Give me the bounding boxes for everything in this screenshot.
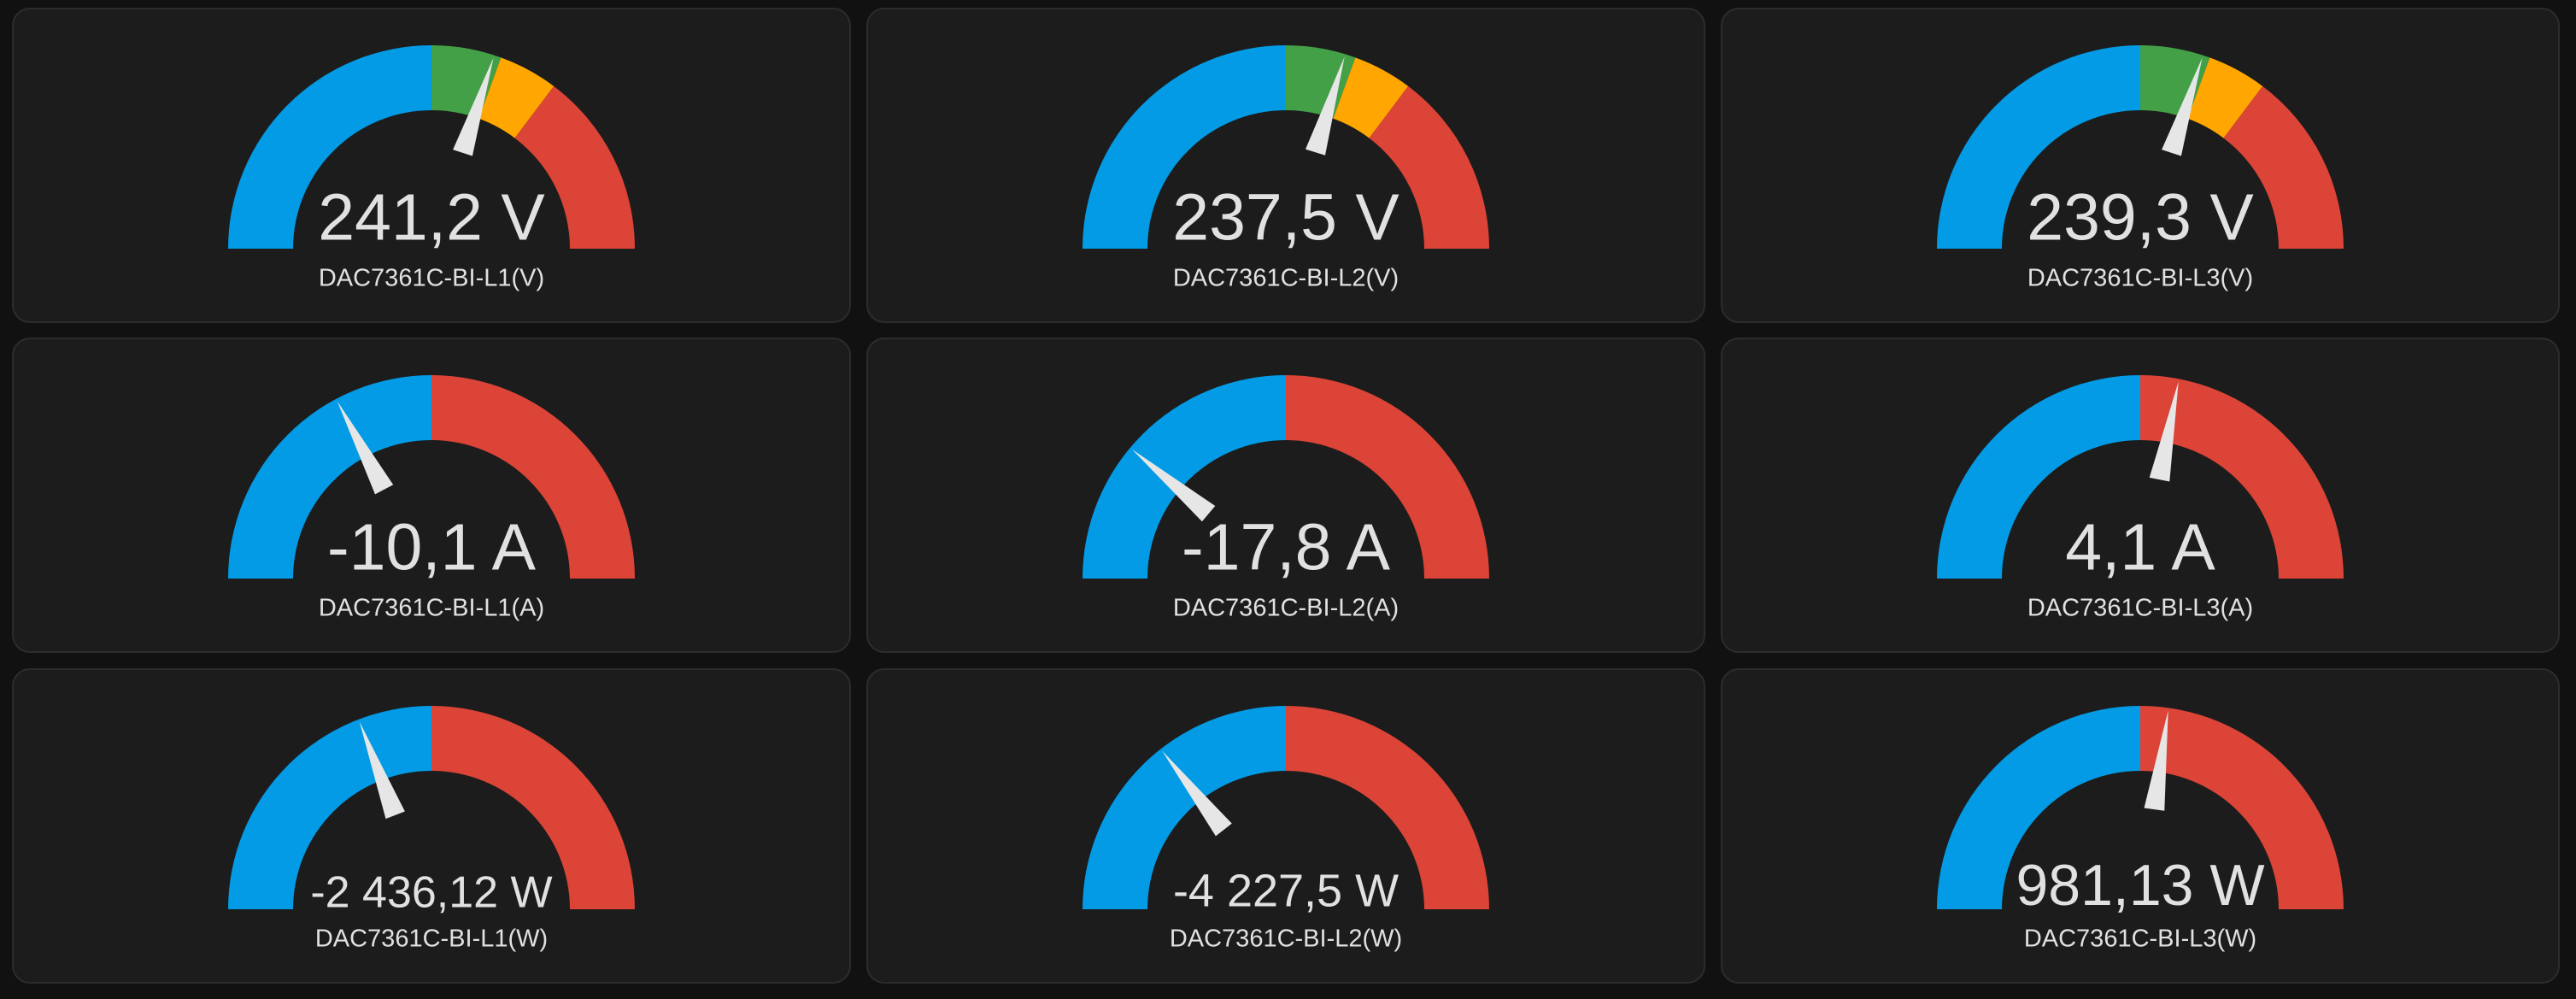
gauge-segment [2140, 706, 2344, 909]
gauge-name: DAC7361C-BI-L1(A) [319, 595, 544, 622]
gauge-value: 981,13 W [2016, 853, 2264, 918]
gauge-segment [431, 706, 635, 909]
gauge-needle [453, 57, 494, 156]
card-background [1721, 668, 2560, 984]
card-background [1721, 8, 2560, 323]
gauge-segment [228, 45, 431, 249]
card-background [866, 668, 1705, 984]
gauge-segment [1286, 706, 1489, 909]
gauge-segment [1937, 706, 2140, 909]
gauge-name: DAC7361C-BI-L3(W) [2024, 926, 2256, 953]
gauge-card[interactable]: 241,2 V DAC7361C-BI-L1(V) [12, 8, 851, 323]
card-background [12, 8, 851, 323]
gauge-value: 237,5 V [1172, 180, 1399, 254]
gauge-card[interactable]: -2 436,12 W DAC7361C-BI-L1(W) [12, 668, 851, 984]
gauge-segment [514, 85, 635, 250]
gauge-needle [1162, 750, 1232, 837]
gauge-card[interactable]: -10,1 A DAC7361C-BI-L1(A) [12, 338, 851, 653]
gauge-value: 4,1 A [2065, 510, 2215, 584]
gauge-value: -2 436,12 W [310, 868, 552, 918]
gauge-segment [1937, 45, 2140, 249]
gauge-segment [1083, 375, 1286, 579]
gauge-needle [1306, 56, 1345, 156]
gauge-card[interactable]: -17,8 A DAC7361C-BI-L2(A) [866, 338, 1705, 653]
gauge-needle [2144, 710, 2168, 811]
gauge-needle [2162, 57, 2203, 156]
card-background [866, 338, 1705, 653]
gauge-value: -10,1 A [327, 510, 537, 584]
gauge-name: DAC7361C-BI-L3(V) [2027, 265, 2253, 292]
gauge-name: DAC7361C-BI-L1(W) [315, 926, 548, 953]
gauge-segment [2223, 85, 2344, 250]
gauge-segment [1083, 706, 1286, 909]
gauge-segment [1286, 45, 1356, 119]
gauge-card[interactable]: 239,3 V DAC7361C-BI-L3(V) [1721, 8, 2560, 323]
gauge-name: DAC7361C-BI-L3(A) [2027, 595, 2253, 622]
gauge-card[interactable]: 237,5 V DAC7361C-BI-L2(V) [866, 8, 1705, 323]
gauge-name: DAC7361C-BI-L2(W) [1170, 926, 1402, 953]
gauge-segment [431, 375, 635, 579]
gauge-needle [337, 401, 394, 495]
gauge-needle [1132, 449, 1216, 522]
gauge-segment [1937, 375, 2140, 579]
card-background [866, 8, 1705, 323]
gauge-segment [2187, 57, 2263, 138]
gauge-value: -17,8 A [1182, 510, 1391, 584]
gauge-segment [1083, 45, 1286, 249]
gauge-needle [2149, 381, 2179, 482]
gauge-segment [228, 706, 431, 909]
gauge-name: DAC7361C-BI-L1(V) [319, 265, 544, 292]
gauge-value: 239,3 V [2027, 180, 2254, 254]
gauge-value: 241,2 V [318, 180, 545, 254]
gauge-segment [228, 375, 431, 579]
gauge-segment [1333, 57, 1409, 138]
gauge-segment [1369, 85, 1489, 250]
gauge-segment [478, 57, 555, 138]
gauge-name: DAC7361C-BI-L2(A) [1173, 595, 1399, 622]
gauge-segment [2140, 375, 2344, 579]
card-background [12, 338, 851, 653]
gauge-card[interactable]: -4 227,5 W DAC7361C-BI-L2(W) [866, 668, 1705, 984]
gauge-segment [1286, 375, 1489, 579]
gauge-card[interactable]: 981,13 W DAC7361C-BI-L3(W) [1721, 668, 2560, 984]
gauge-needle [359, 721, 405, 820]
card-background [1721, 338, 2560, 653]
gauge-card[interactable]: 4,1 A DAC7361C-BI-L3(A) [1721, 338, 2560, 653]
card-background [12, 668, 851, 984]
gauge-value: -4 227,5 W [1173, 865, 1399, 916]
gauge-name: DAC7361C-BI-L2(V) [1173, 265, 1399, 292]
